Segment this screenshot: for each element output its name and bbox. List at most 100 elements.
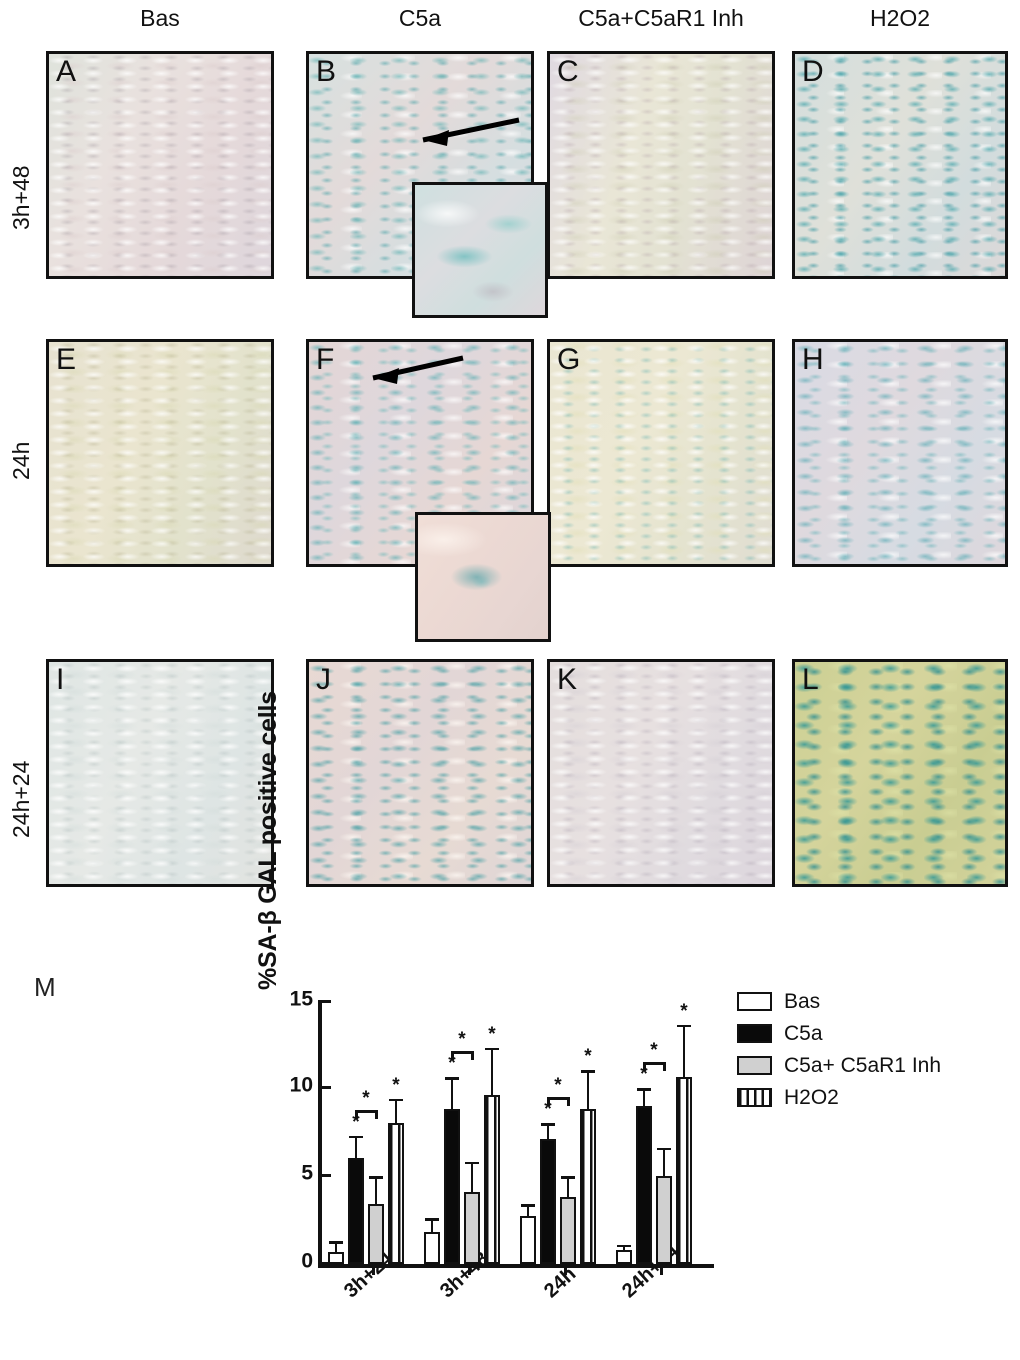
comparison-bracket (548, 1097, 568, 1101)
error-bar (566, 1176, 570, 1198)
legend-label-h2o2: H2O2 (784, 1085, 839, 1109)
panel-letter-j: J (316, 663, 331, 696)
error-bar (662, 1147, 666, 1176)
bar-24h-inh (560, 1197, 576, 1264)
chart-x-axis (318, 1264, 714, 1268)
panel-letter-i: I (56, 663, 65, 696)
panel-letter-k: K (557, 663, 578, 696)
chart-plot-area: 0 5 10 15 3h+24 3h+48 24h 24h+24 * * * * * * *… (290, 988, 714, 1302)
comparison-bracket-end (662, 1062, 666, 1071)
error-bar (586, 1070, 590, 1110)
y-tick-5: 5 (301, 1162, 331, 1185)
y-tick-label-0: 0 (301, 1249, 313, 1273)
pointer-arrow-f (372, 355, 464, 384)
micrograph-panel-k[interactable]: K (547, 659, 775, 887)
legend-item-bas[interactable]: Bas (737, 988, 941, 1015)
bar-24h-bas (520, 1216, 536, 1264)
panel-l-texture (795, 662, 1005, 884)
legend-label-c5a: C5a (784, 1021, 823, 1045)
significance-star: * (640, 1064, 648, 1085)
significance-star: * (448, 1053, 456, 1075)
legend-swatch-h2o2-icon (737, 1088, 772, 1107)
significance-star: * (680, 1000, 688, 1022)
error-bar-cap (425, 1218, 439, 1221)
chart-y-axis (318, 1000, 322, 1264)
chart-y-axis-label: %SA-β GAL positive cells (254, 691, 282, 990)
legend-item-h2o2[interactable]: H2O2 (737, 1084, 941, 1111)
micrograph-panel-c[interactable]: C (547, 51, 775, 279)
y-tick-label-5: 5 (301, 1161, 313, 1185)
micrograph-panel-l[interactable]: L (792, 659, 1008, 887)
comparison-bracket (452, 1051, 472, 1055)
x-tick-3 (660, 1264, 663, 1275)
error-bar-cap (677, 1024, 691, 1028)
error-bar-cap (349, 1135, 363, 1139)
bar-chart-panel-m: M %SA-β GAL positive cells 0 5 10 15 3h+… (0, 691, 1020, 1360)
chart-legend: Bas C5a C5a+ C5aR1 Inh H2O2 (737, 988, 941, 1116)
comparison-bracket-star: * (362, 1087, 370, 1109)
x-tick-1 (468, 1264, 471, 1275)
panel-letter-d: D (802, 55, 824, 88)
comparison-bracket-star: * (458, 1029, 466, 1051)
micrograph-panel-j[interactable]: J (306, 659, 534, 887)
significance-star: * (488, 1023, 496, 1045)
bar-3h-48-h2o2 (484, 1095, 500, 1264)
error-bar-cap (465, 1161, 479, 1165)
micrograph-panel-d[interactable]: D (792, 51, 1008, 279)
panel-c-texture (550, 54, 772, 276)
error-bar (526, 1204, 530, 1217)
comparison-bracket (356, 1109, 376, 1113)
bar-3h-48-inh (464, 1191, 480, 1264)
row-label-24h: 24h (8, 441, 34, 480)
comparison-bracket-end (374, 1109, 378, 1119)
micrograph-panel-a[interactable]: A (46, 51, 274, 279)
bar-24h-24-c5a (636, 1105, 652, 1264)
bar-24h-24-bas (616, 1249, 632, 1264)
micrograph-panel-i[interactable]: I (46, 659, 274, 887)
panel-g-texture (550, 342, 772, 564)
error-bar (394, 1098, 398, 1124)
comparison-bracket-end (642, 1062, 646, 1071)
error-bar-cap (561, 1176, 575, 1179)
panel-letter-a: A (56, 55, 77, 88)
micrograph-panel-h[interactable]: H (792, 339, 1008, 567)
error-bar-cap (581, 1070, 595, 1073)
pointer-arrow-b (422, 117, 520, 146)
panel-letter-m: M (34, 972, 56, 1002)
error-bar-cap (617, 1244, 631, 1248)
micrograph-panel-e[interactable]: E (46, 339, 274, 567)
error-bar (430, 1218, 434, 1233)
inset-panel-f[interactable] (415, 512, 551, 642)
panel-h-texture (795, 342, 1005, 564)
y-tick-label-10: 10 (289, 1073, 313, 1097)
inset-panel-b[interactable] (412, 182, 548, 318)
comparison-bracket-end (470, 1051, 474, 1061)
error-bar (450, 1077, 454, 1110)
significance-star: * (584, 1046, 592, 1068)
legend-swatch-inh-icon (737, 1056, 772, 1075)
panel-j-texture (309, 662, 531, 884)
micrograph-panel-g[interactable]: G (547, 339, 775, 567)
legend-item-c5a-inh[interactable]: C5a+ C5aR1 Inh (737, 1052, 941, 1079)
y-tick-10: 10 (290, 1074, 331, 1097)
significance-star: * (392, 1074, 400, 1096)
column-header-bas: Bas (140, 5, 180, 31)
legend-swatch-c5a-icon (737, 1024, 772, 1043)
error-bar (622, 1244, 626, 1250)
column-header-c5a-inh: C5a+C5aR1 Inh (578, 5, 744, 31)
legend-item-c5a[interactable]: C5a (737, 1020, 941, 1047)
panel-letter-b: B (316, 55, 337, 88)
error-bar-cap (389, 1098, 403, 1102)
comparison-bracket-star: * (650, 1040, 658, 1061)
error-bar (682, 1024, 686, 1078)
bar-3h-48-c5a (444, 1109, 460, 1264)
error-bar (642, 1088, 646, 1106)
error-bar-cap (637, 1088, 651, 1091)
panel-letter-f: F (316, 343, 335, 376)
y-tick-15: 15 (290, 988, 331, 1011)
panel-letter-c: C (557, 55, 579, 88)
significance-star: * (544, 1099, 552, 1121)
row-label-3h48: 3h+48 (8, 165, 34, 230)
bar-3h-24-h2o2 (388, 1123, 404, 1264)
error-bar (546, 1123, 550, 1140)
